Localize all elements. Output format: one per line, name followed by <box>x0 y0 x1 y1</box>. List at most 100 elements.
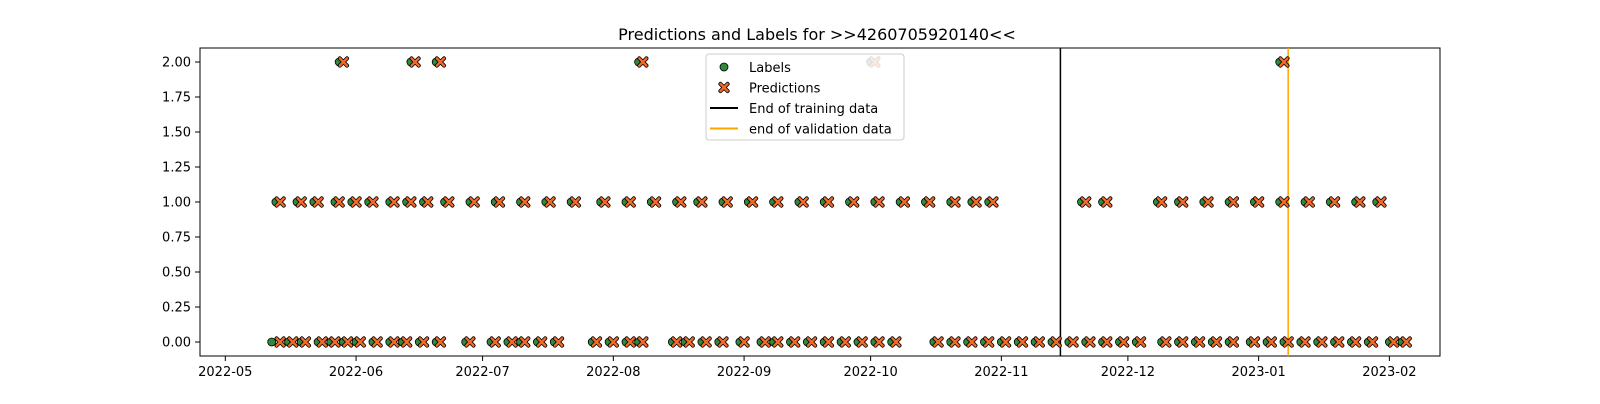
prediction-marker-fill <box>806 337 817 347</box>
prediction-point <box>401 336 413 348</box>
prediction-marker-fill <box>1000 337 1011 347</box>
prediction-marker-fill <box>1034 337 1045 347</box>
legend-entry-label: End of training data <box>749 102 878 117</box>
prediction-marker-fill <box>1203 197 1213 207</box>
prediction-marker-fill <box>355 337 366 347</box>
x-tick-label: 2023-02 <box>1362 365 1416 380</box>
prediction-marker-fill <box>536 337 547 347</box>
prediction-marker-fill <box>1249 337 1260 347</box>
prediction-marker-fill <box>422 197 433 207</box>
legend-box <box>705 53 905 141</box>
prediction-marker-fill <box>1304 197 1315 207</box>
prediction-marker-fill <box>435 57 446 67</box>
prediction-point <box>519 196 531 208</box>
prediction-point <box>434 336 447 348</box>
prediction-point <box>1388 336 1400 348</box>
prediction-marker-fill <box>983 337 994 347</box>
prediction-marker-fill <box>1194 337 1205 347</box>
prediction-point <box>422 196 434 208</box>
prediction-point <box>805 336 818 348</box>
prediction-marker-fill <box>1085 337 1095 347</box>
prediction-point <box>552 336 565 348</box>
prediction-point <box>1316 336 1328 348</box>
prediction-marker-fill <box>418 337 429 347</box>
prediction-point <box>274 196 286 208</box>
prediction-marker-fill <box>950 337 960 347</box>
prediction-marker-fill <box>848 197 859 207</box>
prediction-point <box>696 196 708 208</box>
prediction-marker-fill <box>1401 337 1412 347</box>
prediction-marker-fill <box>1080 197 1091 207</box>
legend-labels-marker <box>719 62 729 72</box>
prediction-point <box>1227 336 1239 348</box>
prediction-point <box>1303 196 1315 208</box>
x-tick-label: 2022-12 <box>1101 365 1155 380</box>
prediction-point <box>675 196 687 208</box>
prediction-marker-fill <box>300 337 311 347</box>
prediction-marker-fill <box>671 337 682 347</box>
prediction-marker-fill <box>988 197 998 207</box>
y-tick-label: 0.25 <box>162 301 191 316</box>
prediction-point <box>649 196 662 208</box>
prediction-marker-fill <box>891 337 901 347</box>
prediction-marker-fill <box>1333 337 1344 347</box>
prediction-marker-fill <box>330 337 340 347</box>
prediction-point <box>1375 196 1387 208</box>
prediction-marker-fill <box>570 197 581 207</box>
legend-entry-label: end of validation data <box>749 123 892 138</box>
prediction-point <box>409 56 421 68</box>
prediction-marker-fill <box>1161 337 1171 347</box>
prediction-marker-fill <box>1102 337 1112 347</box>
prediction-point <box>624 336 636 348</box>
prediction-marker-fill <box>1228 197 1239 207</box>
prediction-marker-fill <box>1017 337 1028 347</box>
prediction-point <box>789 336 801 348</box>
prediction-marker-fill <box>372 337 382 347</box>
prediction-marker-fill <box>899 197 910 207</box>
prediction-marker-fill <box>313 197 323 207</box>
prediction-marker-fill <box>1068 337 1078 347</box>
prediction-marker-fill <box>545 197 555 207</box>
prediction-point <box>670 336 683 348</box>
prediction-marker-fill <box>553 337 564 347</box>
prediction-marker-fill <box>368 197 378 207</box>
prediction-marker-fill <box>410 57 420 67</box>
prediction-marker-fill <box>389 197 399 207</box>
prediction-marker-fill <box>701 337 711 347</box>
x-tick-label: 2022-07 <box>455 365 509 380</box>
prediction-point <box>1227 196 1239 208</box>
prediction-point <box>1202 196 1214 208</box>
prediction-point <box>1177 336 1189 348</box>
prediction-point <box>772 196 784 208</box>
prediction-marker-fill <box>296 197 307 207</box>
prediction-point <box>388 336 400 348</box>
y-tick-label: 0.00 <box>162 336 191 351</box>
prediction-marker-fill <box>1350 337 1361 347</box>
prediction-point <box>1101 336 1113 348</box>
prediction-point <box>822 196 835 208</box>
prediction-marker-fill <box>857 337 867 347</box>
x-tick-label: 2022-05 <box>198 365 252 380</box>
prediction-point <box>1278 56 1290 68</box>
prediction-point <box>1278 196 1290 208</box>
prediction-marker-fill <box>967 337 977 347</box>
y-tick-label: 1.50 <box>162 126 191 141</box>
x-tick-label: 2022-09 <box>717 365 771 380</box>
prediction-point <box>1033 336 1045 348</box>
prediction-marker-fill <box>722 197 733 207</box>
prediction-point <box>274 336 286 348</box>
prediction-point <box>371 336 383 348</box>
prediction-point <box>1016 336 1029 348</box>
prediction-marker-fill <box>1211 337 1222 347</box>
prediction-marker-fill <box>519 197 530 207</box>
prediction-point <box>822 336 835 348</box>
prediction-point <box>342 336 354 348</box>
prediction-marker-fill <box>1177 337 1188 347</box>
x-tick-label: 2022-10 <box>843 365 897 380</box>
prediction-marker-fill <box>275 337 285 347</box>
prediction-point <box>299 336 312 348</box>
prediction-point <box>367 196 379 208</box>
prediction-point <box>1101 196 1113 208</box>
prediction-point <box>839 336 851 348</box>
